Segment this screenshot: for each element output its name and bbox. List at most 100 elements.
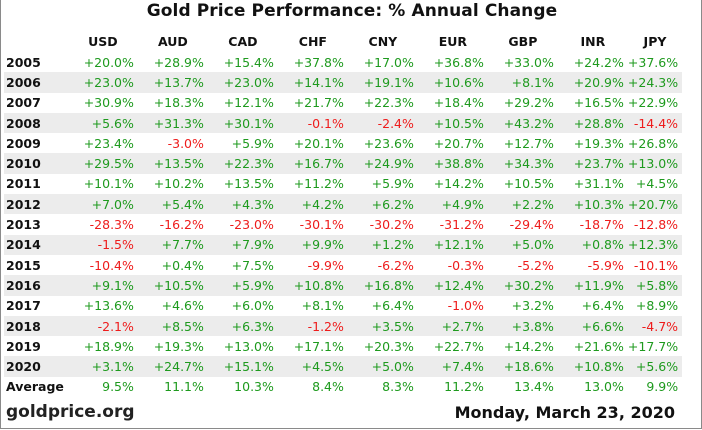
- cell-cny: +22.3%: [363, 95, 414, 111]
- cell-inr: +24.2%: [573, 54, 624, 70]
- table-row: 2007 +30.9% +18.3% +12.1% +21.7% +22.3% +18.4%…: [4, 93, 682, 113]
- cell-usd: +30.9%: [83, 95, 134, 111]
- cell-gbp: -29.4%: [509, 217, 554, 233]
- cell-aud: +0.4%: [161, 257, 204, 273]
- cell-gbp: +34.3%: [487, 153, 558, 174]
- row-label: 2012: [4, 194, 68, 215]
- row-label: 2016: [4, 275, 68, 296]
- cell-jpy: +8.9%: [635, 298, 679, 314]
- cell-cad: +5.9%: [231, 135, 274, 151]
- column-header-chf: CHF: [298, 33, 327, 49]
- cell-gbp: +2.2%: [487, 194, 558, 215]
- average-row: Average 9.5% 11.1% 10.3% 8.4% 8.3% 11.2% 13.4% 1…: [4, 376, 683, 398]
- row-label: 2010: [4, 153, 68, 174]
- cell-inr: -5.9%: [587, 257, 624, 273]
- cell-cny: +1.2%: [347, 234, 418, 255]
- cell-chf: -0.1%: [277, 112, 348, 134]
- cell-jpy: 9.9%: [627, 376, 683, 398]
- cell-gbp: +30.2%: [487, 275, 558, 296]
- cell-usd: 9.5%: [67, 376, 138, 398]
- cell-aud: +24.7%: [137, 356, 208, 377]
- date-label: Monday, March 23, 2020: [454, 403, 675, 422]
- cell-gbp: +3.2%: [511, 298, 554, 314]
- cell-inr: +6.4%: [581, 298, 624, 314]
- cell-cny: +3.5%: [347, 315, 418, 337]
- cell-inr: +19.3%: [573, 135, 624, 151]
- cell-chf: +14.1%: [277, 72, 348, 93]
- cell-usd: -10.4%: [89, 257, 134, 273]
- cell-gbp: +18.6%: [487, 356, 558, 377]
- cell-inr: -18.7%: [579, 217, 624, 233]
- cell-jpy: -10.1%: [633, 257, 679, 273]
- cell-cad: +15.4%: [223, 54, 274, 70]
- cell-inr: +21.6%: [573, 338, 624, 354]
- cell-cad: +30.1%: [207, 112, 278, 134]
- cell-chf: +4.2%: [277, 194, 348, 215]
- cell-chf: +37.8%: [293, 54, 344, 70]
- cell-eur: +10.6%: [417, 72, 488, 93]
- cell-cny: +6.4%: [371, 298, 414, 314]
- cell-cad: +6.3%: [207, 315, 278, 337]
- table-row: 2006 +23.0% +13.7% +23.0% +14.1% +19.1% +10.6%…: [4, 72, 683, 93]
- cell-gbp: +43.2%: [487, 112, 558, 134]
- table-row: 2020 +3.1% +24.7% +15.1% +4.5% +5.0% +7.4% +18.…: [4, 356, 683, 377]
- table-row: 2019 +18.9% +19.3% +13.0% +17.1% +20.3% +22.7%…: [4, 336, 682, 356]
- cell-inr: +23.7%: [557, 153, 628, 174]
- cell-cny: +16.8%: [347, 275, 418, 296]
- cell-eur: +7.4%: [417, 356, 488, 377]
- cell-eur: -31.2%: [439, 217, 484, 233]
- cell-usd: +29.5%: [67, 153, 138, 174]
- row-label: 2007: [6, 95, 41, 111]
- cell-jpy: +22.9%: [627, 95, 679, 111]
- cell-cad: +13.0%: [223, 338, 274, 354]
- cell-cad: +13.5%: [223, 176, 274, 192]
- row-label: 2009: [6, 135, 41, 151]
- cell-usd: +5.6%: [67, 112, 138, 134]
- cell-eur: +36.8%: [433, 54, 484, 70]
- cell-chf: +11.2%: [293, 176, 344, 192]
- column-header-gbp: GBP: [508, 33, 538, 49]
- cell-cny: +19.1%: [347, 72, 418, 93]
- table-row: 2016 +9.1% +10.5% +5.9% +10.8% +16.8% +12.4% +3…: [4, 275, 683, 296]
- cell-chf: +9.9%: [277, 234, 348, 255]
- cell-inr: 13.0%: [557, 376, 628, 398]
- cell-eur: +20.7%: [433, 135, 484, 151]
- cell-inr: +10.8%: [557, 356, 628, 377]
- cell-jpy: +37.6%: [627, 54, 679, 70]
- cell-eur: 11.2%: [417, 376, 488, 398]
- chart-title: Gold Price Performance: % Annual Change: [146, 1, 558, 21]
- cell-inr: +28.8%: [557, 112, 628, 134]
- row-label: Average: [4, 376, 68, 398]
- cell-cny: -2.4%: [347, 112, 418, 134]
- cell-cny: +5.9%: [371, 176, 414, 192]
- table-row: 2011 +10.1% +10.2% +13.5% +11.2% +5.9% +14.2% +…: [4, 174, 682, 194]
- cell-chf: +20.1%: [293, 135, 344, 151]
- cell-usd: -1.5%: [67, 234, 138, 255]
- cell-aud: -3.0%: [167, 135, 204, 151]
- cell-eur: +12.4%: [417, 275, 488, 296]
- cell-eur: -0.3%: [447, 257, 484, 273]
- column-header-aud: AUD: [157, 33, 188, 49]
- cell-aud: +7.7%: [137, 234, 208, 255]
- cell-eur: -1.0%: [447, 298, 484, 314]
- cell-eur: +22.7%: [433, 338, 484, 354]
- cell-eur: +14.2%: [433, 176, 484, 192]
- cell-gbp: +14.2%: [503, 338, 554, 354]
- cell-cad: +23.0%: [207, 72, 278, 93]
- cell-usd: -28.3%: [89, 217, 134, 233]
- cell-jpy: +20.7%: [627, 194, 683, 215]
- cell-chf: -1.2%: [277, 315, 348, 337]
- cell-cad: +6.0%: [231, 298, 274, 314]
- cell-aud: +18.3%: [153, 95, 204, 111]
- cell-chf: +8.1%: [301, 298, 344, 314]
- column-header-usd: USD: [88, 33, 118, 49]
- row-label: 2008: [4, 112, 68, 134]
- cell-gbp: -5.2%: [517, 257, 554, 273]
- cell-aud: 11.1%: [137, 376, 208, 398]
- column-header-inr: INR: [580, 33, 606, 49]
- header-row: USD AUD CAD CHF CNY EUR GBP INR JPY: [4, 30, 682, 52]
- row-label: 2013: [6, 217, 41, 233]
- cell-cad: +15.1%: [207, 356, 278, 377]
- cell-aud: +4.6%: [161, 298, 204, 314]
